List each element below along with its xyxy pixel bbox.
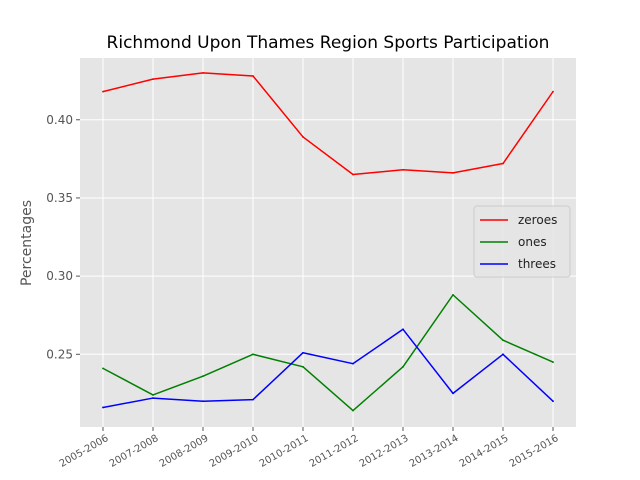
data-point-zeroes xyxy=(302,136,304,138)
data-point-ones xyxy=(202,375,204,378)
data-point-ones xyxy=(102,367,104,370)
data-point-ones xyxy=(402,365,404,368)
chart-title: Richmond Upon Thames Region Sports Parti… xyxy=(107,33,550,53)
data-point-zeroes xyxy=(402,168,404,171)
data-point-zeroes xyxy=(152,78,154,81)
data-point-zeroes xyxy=(452,172,454,174)
data-point-zeroes xyxy=(202,71,204,74)
x-tick-label: 2011-2012 xyxy=(308,433,361,470)
x-tick-label: 2009-2010 xyxy=(208,433,261,470)
x-tick-label: 2005-2006 xyxy=(58,433,111,470)
legend: zeroes ones threes xyxy=(473,205,571,278)
data-point-ones xyxy=(152,394,154,396)
data-point-threes xyxy=(552,400,554,403)
data-point-zeroes xyxy=(102,90,104,93)
data-point-zeroes xyxy=(502,162,504,165)
data-point-threes xyxy=(202,400,204,403)
legend-label-zeroes: zeroes xyxy=(518,213,557,227)
series-line-zeroes xyxy=(102,72,554,176)
x-tick-label: 2014-2015 xyxy=(458,433,511,470)
data-point-threes xyxy=(452,392,454,395)
data-point-threes xyxy=(302,351,304,354)
data-point-threes xyxy=(252,398,254,401)
series-lines xyxy=(102,71,554,412)
y-tick-label: 0.30 xyxy=(46,269,73,283)
y-tick-label: 0.35 xyxy=(46,191,73,205)
x-axis-ticks: 2005-20062007-20082008-20092009-20102010… xyxy=(58,427,561,470)
data-point-ones xyxy=(552,361,554,364)
legend-label-ones: ones xyxy=(518,235,547,249)
data-point-threes xyxy=(502,353,504,356)
data-point-threes xyxy=(152,397,154,399)
data-point-zeroes xyxy=(352,173,354,176)
data-point-ones xyxy=(502,339,504,342)
data-point-threes xyxy=(102,406,104,409)
legend-box xyxy=(473,205,571,278)
y-axis-ticks: 0.25 0.30 0.35 0.40 xyxy=(46,113,80,361)
data-point-zeroes xyxy=(252,75,254,77)
series-line-threes xyxy=(102,328,554,409)
data-point-zeroes xyxy=(552,90,554,93)
x-tick-label: 2007-2008 xyxy=(108,433,161,470)
x-tick-label: 2008-2009 xyxy=(158,433,211,470)
data-point-ones xyxy=(302,365,304,368)
data-point-ones xyxy=(252,353,254,356)
x-tick-label: 2010-2011 xyxy=(258,433,311,470)
y-axis-label: Percentages xyxy=(19,200,35,286)
data-point-threes xyxy=(352,362,354,365)
y-tick-label: 0.25 xyxy=(46,347,73,361)
y-tick-label: 0.40 xyxy=(46,113,73,127)
x-tick-label: 2012-2013 xyxy=(358,433,411,470)
data-point-threes xyxy=(402,328,404,331)
data-point-ones xyxy=(352,409,354,412)
series-line-ones xyxy=(102,294,554,412)
x-tick-label: 2013-2014 xyxy=(408,433,461,470)
data-point-ones xyxy=(452,293,454,296)
legend-label-threes: threes xyxy=(518,257,556,271)
x-tick-label: 2015-2016 xyxy=(508,433,561,470)
